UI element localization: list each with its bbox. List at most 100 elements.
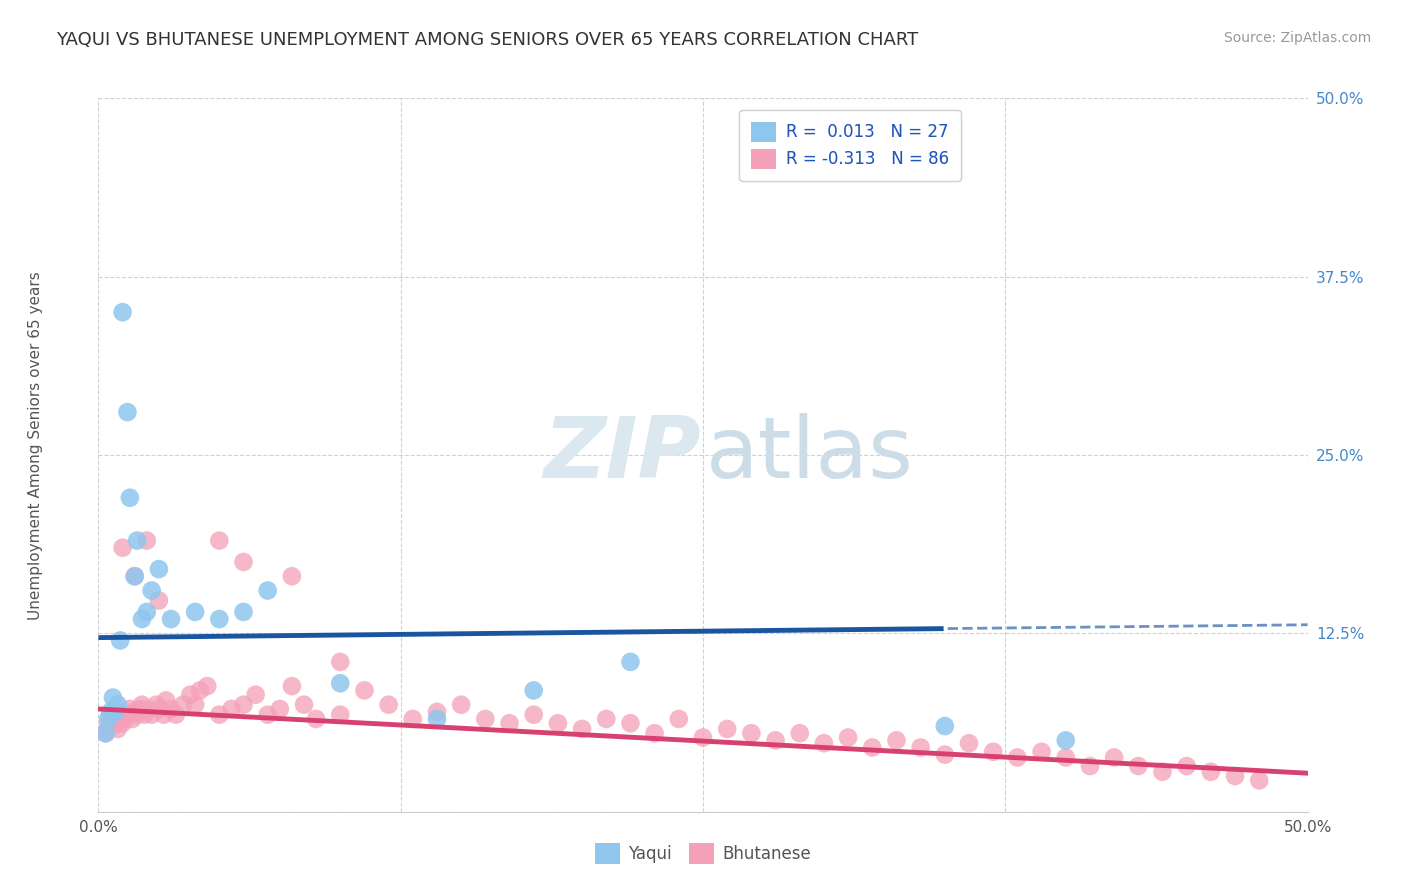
Point: [281, 679, 304, 693]
Point: [165, 707, 187, 722]
Point: [148, 702, 170, 716]
Point: [377, 698, 399, 712]
Point: [221, 702, 243, 716]
Point: [981, 745, 1004, 759]
Point: [108, 633, 131, 648]
Point: [1031, 745, 1053, 759]
Point: [1152, 764, 1174, 779]
Point: [208, 612, 231, 626]
Point: [426, 712, 449, 726]
Point: [1175, 759, 1198, 773]
Text: atlas: atlas: [706, 413, 914, 497]
Point: [765, 733, 787, 747]
Point: [184, 605, 207, 619]
Point: [595, 712, 617, 726]
Point: [498, 716, 520, 731]
Point: [232, 555, 254, 569]
Point: [131, 612, 153, 626]
Point: [97, 712, 120, 726]
Point: [256, 583, 278, 598]
Point: [740, 726, 762, 740]
Point: [934, 719, 956, 733]
Point: [1102, 750, 1125, 764]
Text: ZIP: ZIP: [543, 413, 700, 497]
Point: [111, 716, 134, 731]
Point: [208, 533, 231, 548]
Point: [1007, 750, 1029, 764]
Point: [100, 705, 122, 719]
Point: [124, 569, 146, 583]
Point: [101, 719, 124, 733]
Point: [1054, 750, 1077, 764]
Text: Source: ZipAtlas.com: Source: ZipAtlas.com: [1223, 31, 1371, 45]
Point: [208, 707, 231, 722]
Point: [131, 698, 153, 712]
Point: [127, 707, 149, 722]
Point: [910, 740, 932, 755]
Point: [134, 707, 156, 722]
Point: [329, 676, 352, 690]
Point: [107, 722, 129, 736]
Point: [245, 688, 267, 702]
Point: [934, 747, 956, 762]
Point: [121, 712, 143, 726]
Point: [155, 693, 177, 707]
Point: [127, 533, 149, 548]
Point: [104, 705, 127, 719]
Point: [107, 698, 129, 712]
Point: [172, 698, 194, 712]
Point: [353, 683, 375, 698]
Point: [117, 405, 139, 419]
Point: [450, 698, 472, 712]
Point: [118, 491, 141, 505]
Point: [232, 605, 254, 619]
Text: YAQUI VS BHUTANESE UNEMPLOYMENT AMONG SENIORS OVER 65 YEARS CORRELATION CHART: YAQUI VS BHUTANESE UNEMPLOYMENT AMONG SE…: [56, 31, 918, 49]
Point: [281, 569, 304, 583]
Point: [104, 712, 127, 726]
Point: [148, 562, 170, 576]
Point: [145, 698, 167, 712]
Point: [571, 722, 593, 736]
Point: [716, 722, 738, 736]
Point: [195, 679, 218, 693]
Point: [402, 712, 425, 726]
Point: [1223, 769, 1246, 783]
Point: [101, 690, 124, 705]
Point: [1249, 773, 1271, 788]
Point: [118, 702, 141, 716]
Point: [160, 612, 183, 626]
Point: [1128, 759, 1150, 773]
Point: [1199, 764, 1222, 779]
Point: [619, 655, 641, 669]
Point: [256, 707, 278, 722]
Point: [135, 702, 157, 716]
Point: [1078, 759, 1101, 773]
Point: [837, 731, 859, 745]
Point: [114, 712, 136, 726]
Point: [547, 716, 569, 731]
Point: [292, 698, 315, 712]
Legend: Yaqui, Bhutanese: Yaqui, Bhutanese: [589, 837, 817, 871]
Text: Unemployment Among Seniors over 65 years: Unemployment Among Seniors over 65 years: [28, 272, 42, 620]
Point: [813, 736, 835, 750]
Point: [957, 736, 980, 750]
Point: [117, 707, 139, 722]
Point: [329, 707, 352, 722]
Point: [474, 712, 496, 726]
Point: [108, 707, 131, 722]
Point: [141, 583, 163, 598]
Point: [179, 688, 201, 702]
Point: [188, 683, 211, 698]
Point: [152, 707, 174, 722]
Point: [124, 569, 146, 583]
Point: [124, 705, 146, 719]
Point: [94, 726, 117, 740]
Point: [128, 702, 150, 716]
Point: [111, 541, 134, 555]
Point: [789, 726, 811, 740]
Point: [97, 719, 120, 733]
Point: [135, 533, 157, 548]
Point: [148, 593, 170, 607]
Point: [160, 702, 183, 716]
Point: [269, 702, 291, 716]
